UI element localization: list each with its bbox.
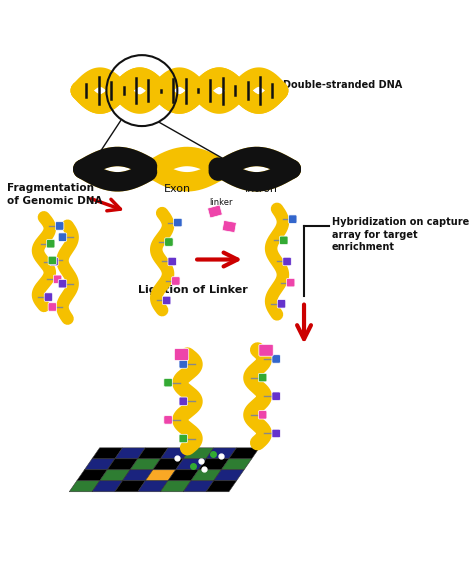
Polygon shape xyxy=(183,448,214,459)
Polygon shape xyxy=(206,448,237,459)
FancyBboxPatch shape xyxy=(179,360,188,368)
Text: Fragmentation
of Genomic DNA: Fragmentation of Genomic DNA xyxy=(7,183,102,206)
FancyBboxPatch shape xyxy=(44,293,53,301)
Text: Double-stranded DNA: Double-stranded DNA xyxy=(283,80,402,90)
Text: Ligation of Linker: Ligation of Linker xyxy=(137,285,247,295)
FancyBboxPatch shape xyxy=(179,397,188,406)
FancyBboxPatch shape xyxy=(172,277,180,285)
FancyBboxPatch shape xyxy=(286,278,295,287)
FancyBboxPatch shape xyxy=(48,303,56,311)
Polygon shape xyxy=(191,470,221,481)
FancyBboxPatch shape xyxy=(179,435,188,442)
Polygon shape xyxy=(214,470,244,481)
FancyBboxPatch shape xyxy=(280,236,288,245)
Polygon shape xyxy=(137,481,168,492)
Polygon shape xyxy=(168,470,199,481)
Polygon shape xyxy=(229,448,259,459)
FancyBboxPatch shape xyxy=(208,205,222,218)
Text: Hybridization on capture
array for target
enrichment: Hybridization on capture array for targe… xyxy=(332,218,469,252)
FancyBboxPatch shape xyxy=(54,275,62,283)
Polygon shape xyxy=(69,481,100,492)
FancyBboxPatch shape xyxy=(272,392,281,400)
Polygon shape xyxy=(145,470,176,481)
Polygon shape xyxy=(137,448,168,459)
Polygon shape xyxy=(176,459,206,470)
FancyBboxPatch shape xyxy=(283,257,291,266)
Polygon shape xyxy=(199,459,229,470)
Polygon shape xyxy=(92,448,122,459)
Polygon shape xyxy=(161,481,191,492)
FancyBboxPatch shape xyxy=(277,299,286,308)
FancyBboxPatch shape xyxy=(222,220,236,232)
FancyBboxPatch shape xyxy=(272,429,281,438)
Text: Exon: Exon xyxy=(164,183,191,194)
FancyBboxPatch shape xyxy=(259,344,273,356)
FancyBboxPatch shape xyxy=(164,416,172,424)
Text: Intron: Intron xyxy=(246,183,278,194)
Polygon shape xyxy=(100,470,130,481)
FancyBboxPatch shape xyxy=(289,215,297,223)
Polygon shape xyxy=(153,459,183,470)
Polygon shape xyxy=(122,470,153,481)
Polygon shape xyxy=(221,459,252,470)
Polygon shape xyxy=(115,448,145,459)
FancyBboxPatch shape xyxy=(163,296,171,304)
Polygon shape xyxy=(161,448,191,459)
Polygon shape xyxy=(84,459,115,470)
FancyBboxPatch shape xyxy=(164,238,173,247)
FancyBboxPatch shape xyxy=(58,233,67,241)
FancyBboxPatch shape xyxy=(258,373,267,382)
Polygon shape xyxy=(206,481,237,492)
FancyBboxPatch shape xyxy=(173,218,182,227)
Polygon shape xyxy=(77,470,107,481)
Text: linker: linker xyxy=(210,198,233,207)
FancyBboxPatch shape xyxy=(164,378,172,387)
Polygon shape xyxy=(92,481,122,492)
FancyBboxPatch shape xyxy=(58,279,67,288)
Polygon shape xyxy=(183,481,214,492)
FancyBboxPatch shape xyxy=(168,257,176,266)
FancyBboxPatch shape xyxy=(48,256,56,265)
Polygon shape xyxy=(107,459,137,470)
FancyBboxPatch shape xyxy=(272,355,281,363)
Polygon shape xyxy=(115,481,145,492)
FancyBboxPatch shape xyxy=(50,257,58,266)
FancyBboxPatch shape xyxy=(174,349,189,361)
FancyBboxPatch shape xyxy=(46,240,55,248)
Polygon shape xyxy=(130,459,161,470)
FancyBboxPatch shape xyxy=(55,222,64,230)
FancyBboxPatch shape xyxy=(258,411,267,419)
